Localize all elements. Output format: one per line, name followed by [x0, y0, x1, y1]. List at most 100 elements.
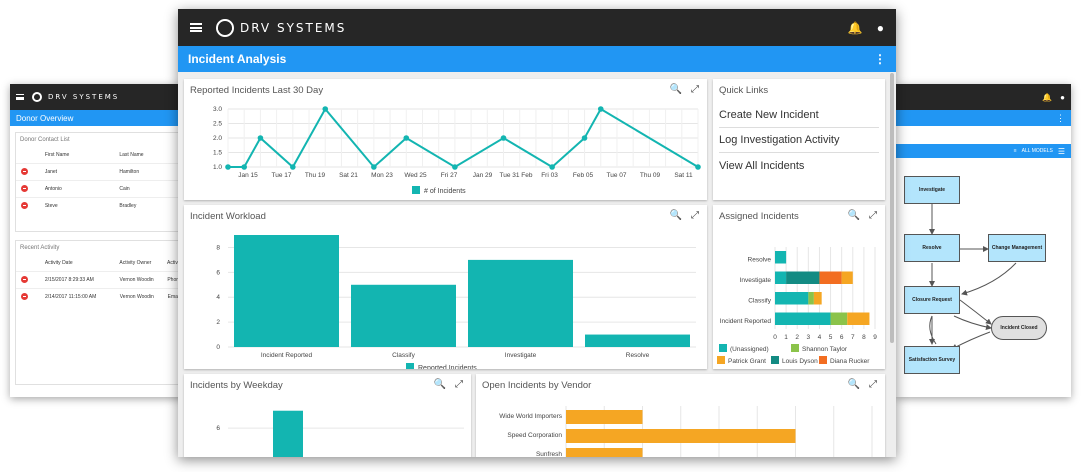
bar — [234, 235, 339, 347]
x-tick-label: 4 — [818, 334, 822, 341]
bar — [273, 410, 303, 457]
assigned-incidents-stacked-chart: 0 1 2 3 4 5 6 7 8 9 Resolve Investigate Classify Inci… — [717, 247, 877, 365]
go-arrow-icon[interactable] — [21, 201, 28, 209]
stacked-bar-segment — [808, 292, 814, 305]
zoom-search-icon[interactable]: 🔍 — [669, 210, 682, 221]
y-tick-label: 6 — [216, 269, 220, 276]
flow-node-change-management[interactable]: Change Management — [988, 234, 1046, 262]
expand-icon[interactable]: ⤢ — [691, 84, 699, 95]
flow-node-investigate[interactable]: Investigate — [904, 176, 960, 204]
view-all-incidents-link[interactable]: View All Incidents — [719, 159, 805, 172]
zoom-search-icon[interactable]: 🔍 — [669, 84, 682, 95]
card-title: Reported Incidents Last 30 Day — [190, 85, 324, 96]
data-point — [225, 164, 231, 170]
x-tick-label: 6 — [840, 334, 844, 341]
zoom-search-icon[interactable]: 🔍 — [847, 379, 860, 390]
brand-logo: DRV SYSTEMS — [32, 92, 119, 102]
flow-node-satisfaction-survey[interactable]: Satisfaction Survey — [904, 346, 960, 374]
legend-label: Louis Dyson — [782, 358, 818, 365]
card-title: Quick Links — [719, 85, 769, 96]
expand-icon[interactable]: ⤢ — [869, 379, 877, 390]
first-name-cell: Janet — [44, 169, 58, 175]
column-header: Last Name — [119, 152, 144, 158]
y-tick-label: 2.0 — [213, 135, 222, 142]
y-tick-label: Speed Corporation — [507, 432, 562, 439]
flow-node-closure-request[interactable]: Closure Request — [904, 286, 960, 314]
stacked-bar-segment — [813, 292, 822, 305]
y-tick-label: 3.0 — [213, 106, 222, 113]
x-tick-label: 0 — [773, 334, 777, 341]
legend-swatch — [717, 356, 725, 364]
data-point — [695, 164, 701, 170]
flow-node-incident-closed[interactable]: Incident Closed — [991, 316, 1047, 340]
all-models-button[interactable]: ALL MODELS — [1021, 148, 1053, 154]
go-arrow-icon[interactable] — [21, 275, 28, 283]
data-point — [371, 164, 377, 170]
x-tick-label: Feb 05 — [573, 172, 594, 179]
legend-label: Patrick Grant — [728, 358, 766, 365]
stacked-bar-segment — [775, 271, 787, 284]
incident-workload-bar-chart: 0 2 4 6 8 Incident Reported Classify Investigat… — [216, 235, 696, 369]
user-icon[interactable]: ● — [876, 20, 884, 35]
flow-node-resolve[interactable]: Resolve — [904, 234, 960, 262]
more-vert-icon[interactable]: ⋮ — [874, 52, 886, 66]
legend-label: # of Incidents — [424, 188, 466, 195]
flow-arrow — [953, 315, 992, 330]
expand-icon[interactable]: ⤢ — [455, 379, 463, 390]
activity-date-cell: 2/15/2017 8:29:33 AM — [44, 277, 94, 283]
bell-icon[interactable]: 🔔 — [847, 20, 863, 35]
x-tick-label: Sat 21 — [339, 172, 358, 179]
x-tick-label: Wed 25 — [404, 172, 427, 179]
x-tick-label: Sat 11 — [674, 172, 693, 179]
filter-icon[interactable]: ≡ — [1013, 148, 1017, 154]
bell-icon[interactable]: 🔔 — [1042, 92, 1053, 102]
stacked-bar-segment — [819, 271, 842, 284]
first-name-cell: Steve — [44, 203, 58, 209]
create-new-incident-link[interactable]: Create New Incident — [719, 103, 879, 128]
menu-icon[interactable] — [16, 94, 24, 100]
menu-icon[interactable] — [190, 23, 202, 32]
go-arrow-icon[interactable] — [21, 167, 28, 175]
open-incidents-by-vendor-card: Open Incidents by Vendor 🔍 ⤢ Wide World … — [476, 374, 885, 457]
user-icon[interactable]: ● — [1060, 92, 1065, 102]
x-tick-label: Incident Reported — [261, 352, 313, 359]
brand-name: DRV SYSTEMS — [48, 93, 120, 101]
x-tick-label: Classify — [392, 352, 416, 359]
table-row[interactable]: 2/14/2017 11:15:00 AM Vernon Woodin Emai — [16, 288, 179, 305]
x-tick-label: 1 — [784, 334, 788, 341]
table-row[interactable]: Steve Bradley — [16, 197, 179, 214]
open-incidents-by-vendor-chart: Wide World Importers Speed Corporation Sun… — [499, 406, 873, 457]
more-vert-icon[interactable]: ⋮ — [1056, 112, 1065, 123]
quick-links-card: Quick Links Create New Incident Log Inve… — [713, 79, 885, 200]
first-name-cell: Antonio — [44, 186, 62, 192]
x-tick-label: Thu 19 — [305, 172, 326, 179]
scrollbar[interactable] — [890, 73, 894, 343]
data-point — [549, 164, 555, 170]
stacked-bar-segment — [847, 312, 870, 325]
table-row[interactable]: 2/15/2017 8:29:33 AM Vernon Woodin Phon — [16, 271, 179, 288]
bar — [566, 448, 643, 457]
y-tick-label: 8 — [216, 244, 220, 251]
donor-contact-list-title: Donor Contact List — [20, 137, 70, 143]
card-title: Incidents by Weekday — [190, 380, 283, 391]
stacked-bar-segment — [775, 312, 831, 325]
column-header: Activity Date — [44, 260, 73, 266]
zoom-search-icon[interactable]: 🔍 — [433, 379, 446, 390]
logo-mark-icon — [32, 92, 42, 102]
legend-label: (Unassigned) — [730, 346, 769, 353]
expand-icon[interactable]: ⤢ — [869, 210, 877, 221]
go-arrow-icon[interactable] — [21, 184, 28, 192]
donor-contact-list-card: Donor Contact List First Name Last Name … — [15, 132, 180, 232]
flow-arrow — [959, 299, 992, 325]
log-investigation-activity-link[interactable]: Log Investigation Activity — [719, 128, 879, 153]
incidents-by-weekday-chart: 46 — [216, 410, 464, 457]
table-row[interactable]: Janet Hamilton — [16, 163, 179, 180]
zoom-search-icon[interactable]: 🔍 — [847, 210, 860, 221]
expand-icon[interactable]: ⤢ — [691, 210, 699, 221]
table-row[interactable]: Antonio Cain — [16, 180, 179, 197]
list-view-icon[interactable]: ☰ — [1057, 146, 1065, 156]
legend-swatch — [719, 344, 727, 352]
data-point — [322, 106, 329, 112]
legend-swatch — [791, 344, 799, 352]
go-arrow-icon[interactable] — [21, 292, 28, 300]
